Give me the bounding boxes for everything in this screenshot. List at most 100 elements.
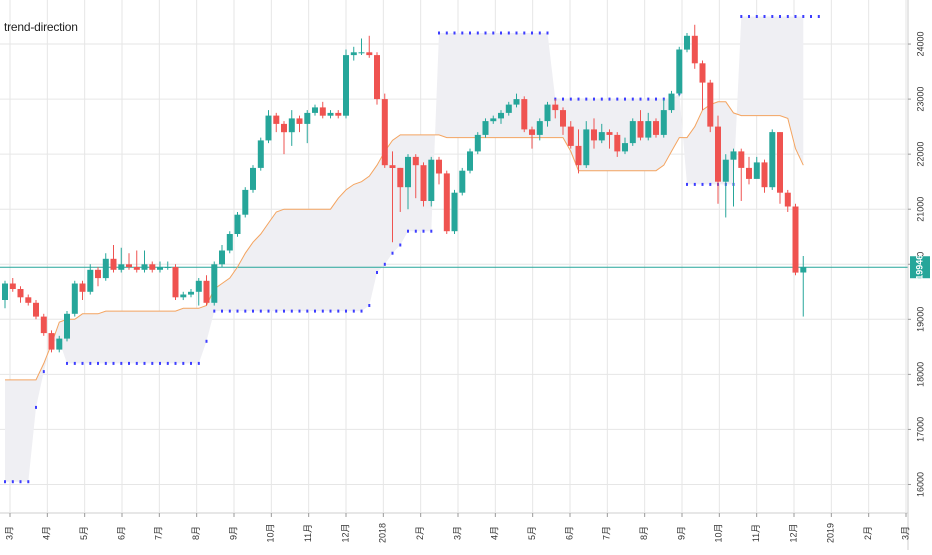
candle bbox=[769, 129, 776, 190]
stop-dot bbox=[802, 15, 805, 18]
stop-dot bbox=[290, 309, 293, 313]
y-tick-label: 24000 bbox=[915, 32, 925, 57]
x-tick-label: 2019 bbox=[826, 523, 836, 543]
candle-body bbox=[699, 63, 706, 83]
candle bbox=[738, 148, 745, 201]
candle bbox=[126, 253, 132, 270]
candle-body bbox=[800, 267, 807, 273]
candle bbox=[420, 162, 427, 207]
stop-dot bbox=[329, 309, 332, 313]
candle-body bbox=[660, 110, 667, 135]
stop-dot bbox=[593, 97, 595, 101]
candle bbox=[428, 156, 435, 207]
candle bbox=[583, 121, 590, 168]
stop-dot bbox=[755, 15, 758, 18]
candle bbox=[676, 46, 683, 97]
candle bbox=[25, 294, 32, 306]
chart-title: trend-direction bbox=[4, 20, 78, 34]
candle bbox=[467, 148, 473, 174]
candle-body bbox=[312, 107, 318, 113]
candle bbox=[211, 261, 218, 306]
stop-dot bbox=[740, 15, 743, 18]
candle bbox=[684, 33, 690, 53]
stop-dot bbox=[438, 31, 440, 35]
candle-body bbox=[405, 156, 411, 188]
candle bbox=[157, 261, 163, 273]
candle-body bbox=[358, 52, 365, 54]
stop-dot bbox=[11, 480, 14, 484]
candle bbox=[591, 118, 597, 149]
x-tick-label: 8月 bbox=[639, 526, 649, 540]
y-tick-label: 18000 bbox=[915, 362, 925, 387]
stop-dot bbox=[484, 31, 487, 35]
candle-body bbox=[691, 35, 698, 64]
candle bbox=[552, 99, 559, 119]
candle-body bbox=[459, 170, 466, 193]
candles bbox=[2, 24, 807, 353]
stop-dot bbox=[647, 97, 650, 101]
stop-dot bbox=[639, 97, 642, 101]
candle-body bbox=[288, 118, 295, 133]
candle-body bbox=[17, 289, 24, 298]
candle bbox=[800, 256, 807, 317]
candle-body bbox=[381, 99, 388, 166]
stop-dot bbox=[4, 480, 6, 484]
stop-dot bbox=[422, 229, 425, 233]
stop-dot bbox=[104, 361, 107, 365]
trend-line bbox=[5, 101, 804, 381]
stop-dot bbox=[345, 309, 347, 313]
stop-dot bbox=[383, 262, 386, 266]
candle bbox=[257, 137, 264, 171]
x-tick-label: 5月 bbox=[79, 526, 89, 540]
candle bbox=[544, 101, 551, 127]
candle-body bbox=[180, 294, 187, 298]
candle bbox=[482, 118, 489, 138]
y-tick-label: 23000 bbox=[915, 87, 925, 112]
stop-dot bbox=[19, 480, 22, 484]
candle bbox=[474, 132, 481, 155]
candle bbox=[722, 154, 729, 218]
candle-body bbox=[629, 121, 636, 144]
candle-body bbox=[195, 280, 202, 292]
x-tick-label: 2018 bbox=[378, 523, 388, 543]
candle-body bbox=[622, 143, 628, 152]
candle bbox=[343, 49, 349, 119]
stop-dot bbox=[143, 361, 146, 365]
candle-body bbox=[653, 121, 659, 135]
x-tick-label: 2月 bbox=[415, 526, 425, 540]
candle bbox=[102, 253, 109, 281]
candle-body bbox=[350, 52, 357, 56]
candle-body bbox=[71, 283, 78, 314]
candle bbox=[691, 24, 698, 69]
candle bbox=[87, 264, 94, 295]
band-area bbox=[5, 16, 804, 482]
candle-body bbox=[102, 258, 109, 279]
candle bbox=[288, 110, 295, 146]
candle bbox=[381, 93, 388, 168]
x-tick-label: 7月 bbox=[154, 526, 164, 540]
candle-body bbox=[707, 82, 714, 127]
candle bbox=[405, 154, 411, 210]
x-tick-label: 5月 bbox=[527, 526, 537, 540]
candle-body bbox=[769, 132, 776, 188]
last-price-tag bbox=[910, 256, 930, 279]
candle-body bbox=[614, 134, 621, 152]
candle bbox=[17, 286, 24, 303]
candle bbox=[629, 118, 636, 146]
candle-body bbox=[513, 99, 520, 105]
stop-dot bbox=[81, 361, 84, 365]
stop-dot bbox=[476, 31, 479, 35]
candle bbox=[715, 115, 721, 204]
stop-dot bbox=[267, 309, 270, 313]
candle bbox=[234, 211, 241, 237]
candle bbox=[40, 313, 47, 336]
candle-body bbox=[490, 118, 497, 122]
last-price-label: 19946 bbox=[914, 255, 924, 280]
candle-body bbox=[319, 107, 326, 116]
candle-body bbox=[451, 192, 458, 232]
candle bbox=[784, 189, 791, 212]
stop-dot bbox=[430, 229, 433, 233]
candle-body bbox=[149, 264, 156, 270]
